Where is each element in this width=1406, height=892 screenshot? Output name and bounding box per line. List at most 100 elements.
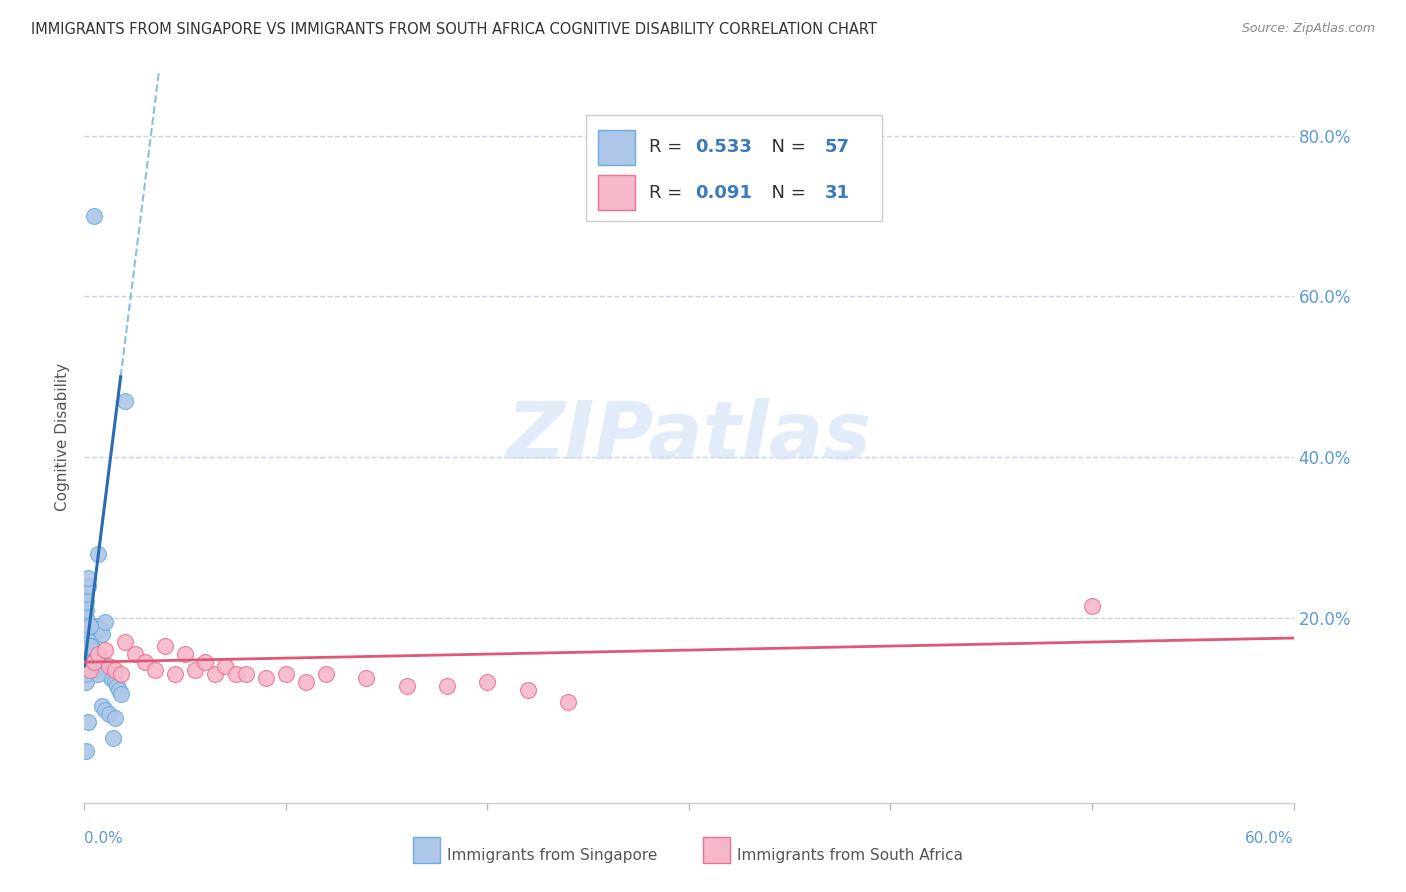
Point: [100, 671, 122, 685]
Point: [75, 603, 97, 617]
Point: [83, 655, 105, 669]
Point: [295, 675, 318, 690]
Point: [107, 683, 129, 698]
Point: [77, 643, 100, 657]
Point: [104, 675, 127, 690]
Point: [89, 655, 111, 669]
Point: [75, 675, 97, 690]
Point: [77, 579, 100, 593]
Point: [83, 655, 105, 669]
Point: [184, 663, 207, 677]
FancyBboxPatch shape: [703, 838, 730, 863]
Point: [557, 695, 579, 709]
Text: 57: 57: [824, 138, 849, 156]
Point: [75, 595, 97, 609]
Point: [86, 663, 108, 677]
Point: [86, 619, 108, 633]
FancyBboxPatch shape: [586, 115, 883, 221]
Point: [174, 647, 197, 661]
Text: IMMIGRANTS FROM SINGAPORE VS IMMIGRANTS FROM SOUTH AFRICA COGNITIVE DISABILITY C: IMMIGRANTS FROM SINGAPORE VS IMMIGRANTS …: [31, 22, 877, 37]
Point: [79, 619, 101, 633]
Point: [105, 679, 128, 693]
Point: [82, 627, 104, 641]
Point: [86, 651, 108, 665]
Point: [104, 663, 127, 677]
Point: [477, 675, 499, 690]
Point: [204, 667, 226, 681]
Point: [77, 635, 100, 649]
FancyBboxPatch shape: [413, 838, 440, 863]
Point: [75, 651, 97, 665]
Point: [97, 667, 120, 681]
Point: [87, 547, 110, 561]
Point: [87, 667, 110, 681]
Point: [77, 631, 100, 645]
Point: [91, 699, 114, 714]
Point: [97, 659, 120, 673]
Point: [225, 667, 247, 681]
Point: [1081, 599, 1104, 613]
FancyBboxPatch shape: [599, 175, 634, 211]
Point: [79, 663, 101, 677]
Point: [79, 643, 101, 657]
Text: Immigrants from South Africa: Immigrants from South Africa: [737, 848, 963, 863]
Point: [110, 687, 132, 701]
Point: [83, 647, 105, 661]
Point: [91, 659, 114, 673]
Point: [93, 615, 115, 629]
Point: [87, 647, 110, 661]
Text: 31: 31: [824, 184, 849, 202]
Point: [153, 639, 176, 653]
Point: [235, 667, 257, 681]
Point: [83, 643, 105, 657]
Point: [82, 639, 104, 653]
Point: [77, 627, 100, 641]
Point: [93, 659, 115, 673]
Text: ZIPatlas: ZIPatlas: [506, 398, 872, 476]
Point: [89, 623, 111, 637]
Point: [79, 639, 101, 653]
Point: [104, 711, 127, 725]
Point: [75, 667, 97, 681]
Point: [274, 667, 297, 681]
Point: [75, 587, 97, 601]
Point: [77, 715, 100, 730]
Text: 0.091: 0.091: [695, 184, 752, 202]
Point: [83, 209, 105, 223]
Point: [114, 635, 136, 649]
Point: [91, 627, 114, 641]
Point: [87, 655, 110, 669]
Point: [96, 663, 118, 677]
Point: [165, 667, 187, 681]
Point: [194, 655, 217, 669]
Text: Source: ZipAtlas.com: Source: ZipAtlas.com: [1241, 22, 1375, 36]
Text: 60.0%: 60.0%: [1246, 831, 1294, 846]
Y-axis label: Cognitive Disability: Cognitive Disability: [55, 363, 70, 511]
Point: [516, 683, 538, 698]
Point: [75, 743, 97, 757]
Point: [75, 611, 97, 625]
Point: [356, 671, 378, 685]
Point: [214, 659, 236, 673]
Point: [93, 643, 115, 657]
Point: [110, 667, 132, 681]
Text: R =: R =: [650, 184, 688, 202]
Point: [82, 655, 104, 669]
Point: [315, 667, 337, 681]
Point: [97, 707, 120, 722]
Point: [143, 663, 166, 677]
Point: [254, 671, 277, 685]
Point: [82, 647, 104, 661]
Text: R =: R =: [650, 138, 688, 156]
Point: [79, 635, 101, 649]
Point: [124, 647, 146, 661]
Point: [134, 655, 156, 669]
Point: [93, 703, 115, 717]
Text: N =: N =: [761, 184, 811, 202]
Point: [82, 643, 104, 657]
Point: [101, 731, 124, 746]
FancyBboxPatch shape: [599, 130, 634, 165]
Text: N =: N =: [761, 138, 811, 156]
Point: [83, 651, 105, 665]
Point: [79, 647, 101, 661]
